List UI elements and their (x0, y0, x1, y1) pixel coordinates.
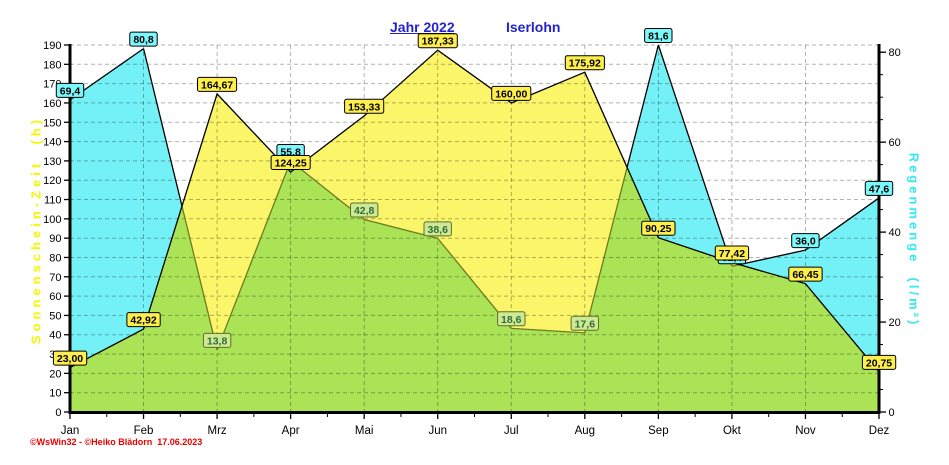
axis-tick-label: 80 (889, 47, 901, 59)
axis-tick-label: 60 (889, 137, 901, 149)
data-label: 18,6 (497, 311, 526, 327)
area-fills (70, 45, 879, 412)
month-label: Okt (723, 425, 742, 437)
axis-tick-label: 20 (49, 368, 61, 380)
month-label: Jul (504, 425, 519, 437)
axis-tick-label: 140 (43, 137, 61, 149)
data-label: 90,25 (641, 220, 676, 236)
svg-text:23,00: 23,00 (57, 353, 83, 365)
svg-text:160,00: 160,00 (495, 88, 527, 100)
month-label: Nov (795, 425, 816, 437)
axis-tick-label: 40 (889, 227, 901, 239)
svg-text:90,25: 90,25 (645, 223, 671, 235)
axis-tick-label: 120 (43, 175, 61, 187)
svg-text:81,6: 81,6 (648, 31, 669, 43)
data-label: 66,45 (788, 266, 823, 282)
month-label: Mrz (208, 425, 227, 437)
axis-tick-label: 40 (49, 330, 61, 342)
data-label: 13,8 (202, 332, 232, 348)
axis-tick-label: 150 (43, 117, 61, 129)
axis-tick-label: 130 (43, 156, 61, 168)
svg-text:77,42: 77,42 (719, 248, 745, 260)
chart-title-station: Iserlohn (506, 19, 561, 35)
data-label: 80,8 (129, 31, 158, 47)
axis-tick-label: 0 (55, 407, 61, 419)
svg-text:36,0: 36,0 (795, 236, 816, 248)
svg-text:124,25: 124,25 (275, 158, 307, 170)
svg-text:175,92: 175,92 (569, 58, 601, 70)
svg-text:42,8: 42,8 (354, 205, 375, 217)
axis-tick-label: 50 (49, 310, 61, 322)
axis-tick-label: 160 (43, 98, 61, 110)
axis-tick-label: 80 (49, 252, 61, 264)
axis-tick-label: 90 (49, 233, 61, 245)
month-label: Jun (428, 425, 447, 437)
footer-credit: ©WsWin32 - ©Heiko Blädorn 17.06.2023 (30, 437, 203, 447)
data-label: 42,8 (350, 202, 379, 218)
month-label: Feb (134, 425, 154, 437)
data-label: 160,00 (491, 85, 532, 101)
svg-text:13,8: 13,8 (207, 335, 228, 347)
axis-tick-label: 110 (44, 195, 62, 207)
data-label: 81,6 (644, 28, 673, 43)
svg-text:69,4: 69,4 (60, 85, 81, 97)
svg-text:80,8: 80,8 (133, 34, 154, 46)
svg-text:153,33: 153,33 (348, 101, 380, 113)
overlap-area (70, 166, 879, 412)
month-label: Aug (575, 425, 595, 437)
axis-tick-label: 60 (49, 291, 61, 303)
svg-text:47,6: 47,6 (869, 183, 890, 195)
month-label: Mai (355, 425, 374, 437)
svg-text:42,92: 42,92 (130, 315, 156, 327)
svg-text:17,6: 17,6 (575, 318, 596, 330)
svg-text:18,6: 18,6 (501, 314, 522, 326)
svg-text:164,67: 164,67 (201, 79, 233, 91)
data-label: 124,25 (270, 155, 311, 170)
data-label: 17,6 (570, 315, 599, 331)
svg-text:187,33: 187,33 (422, 36, 454, 48)
data-label: 23,00 (52, 350, 88, 366)
data-label: 153,33 (344, 98, 385, 114)
data-label: 38,6 (423, 221, 452, 237)
data-label: 42,92 (126, 312, 161, 328)
axis-labels: 0102030405060708090100110120130140150160… (43, 40, 901, 437)
axis-tick-label: 0 (889, 407, 895, 419)
axis-tick-label: 180 (43, 59, 61, 71)
month-label: Jan (61, 425, 80, 437)
chart-title-year: Jahr 2022 (390, 19, 455, 35)
data-label: 36,0 (791, 233, 820, 249)
svg-text:66,45: 66,45 (792, 269, 818, 281)
data-label: 69,4 (55, 82, 85, 98)
data-label: 164,67 (197, 76, 238, 92)
axis-tick-label: 100 (43, 214, 61, 226)
axis-tick-label: 20 (889, 317, 901, 329)
axis-tick-label: 70 (49, 272, 61, 284)
data-label: 20,75 (861, 354, 897, 370)
svg-text:38,6: 38,6 (428, 224, 449, 236)
month-label: Apr (282, 425, 300, 437)
sunshine-line (69, 49, 880, 373)
data-label: 77,42 (714, 245, 750, 261)
month-label: Dez (869, 425, 890, 437)
data-label: 47,6 (864, 180, 894, 196)
month-label: Sep (648, 425, 668, 437)
axis-tick-label: 190 (43, 40, 61, 52)
svg-text:20,75: 20,75 (866, 357, 892, 369)
data-label: 187,33 (417, 33, 458, 49)
axis-tick-label: 10 (49, 388, 61, 400)
data-labels: 69,480,813,855,842,838,618,617,681,632,4… (52, 28, 897, 370)
data-label: 175,92 (564, 55, 605, 71)
